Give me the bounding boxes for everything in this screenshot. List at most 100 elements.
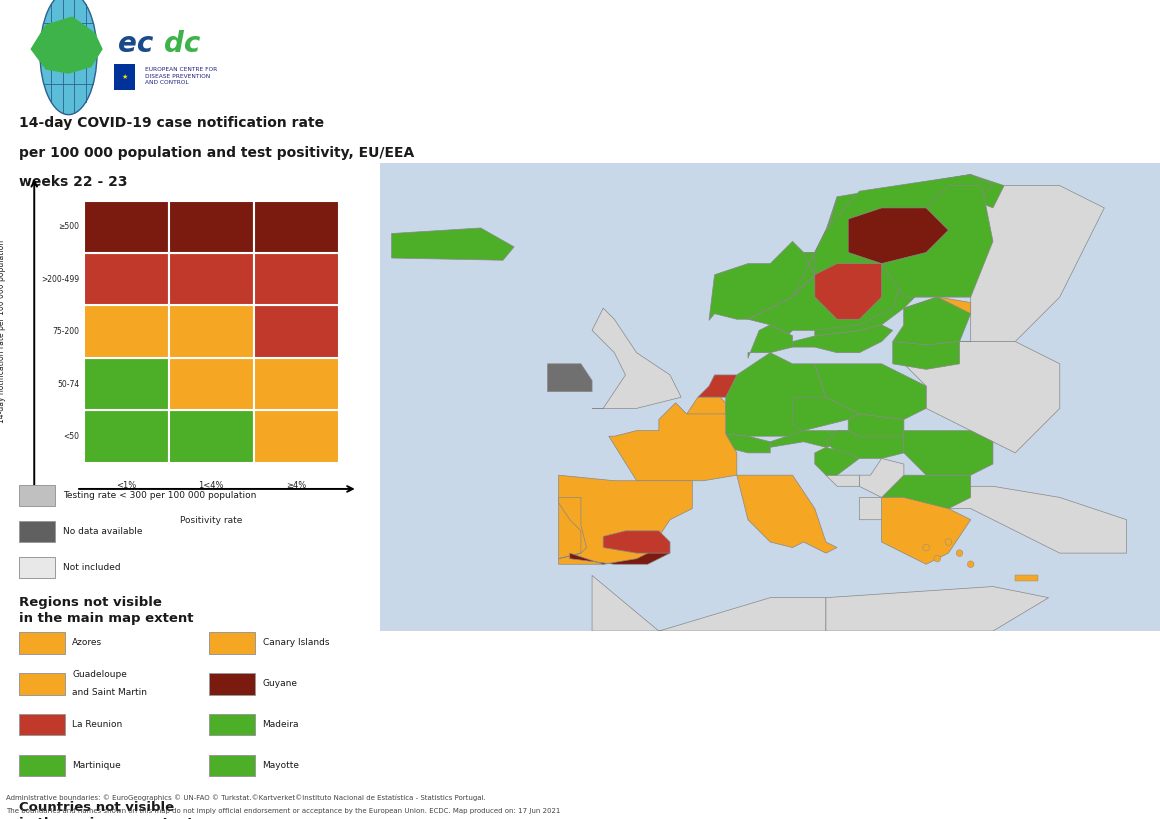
Polygon shape: [893, 342, 959, 369]
Text: weeks 22 - 23: weeks 22 - 23: [19, 175, 128, 189]
Circle shape: [923, 544, 929, 551]
Bar: [19, 755, 65, 776]
Bar: [209, 714, 255, 735]
Text: Countries not visible
in the main map extent: Countries not visible in the main map ex…: [19, 801, 194, 819]
Text: 50-74: 50-74: [57, 380, 79, 388]
Text: 75-200: 75-200: [52, 328, 79, 336]
Text: Mayotte: Mayotte: [262, 762, 299, 770]
Text: Administrative boundaries: © EuroGeographics © UN-FAO © Turkstat.©Kartverket©Ins: Administrative boundaries: © EuroGeograp…: [6, 794, 486, 801]
Polygon shape: [1015, 576, 1037, 581]
Text: <1%: <1%: [116, 481, 137, 490]
Polygon shape: [882, 497, 971, 564]
Polygon shape: [737, 475, 838, 553]
Polygon shape: [949, 486, 1126, 553]
Bar: [254, 410, 339, 463]
Bar: [19, 673, 65, 695]
Polygon shape: [709, 174, 1005, 320]
Text: per 100 000 population and test positivity, EU/EEA: per 100 000 population and test positivi…: [19, 146, 414, 160]
Circle shape: [956, 550, 963, 556]
Bar: [84, 201, 168, 253]
Polygon shape: [792, 397, 860, 431]
Bar: [254, 253, 339, 305]
Polygon shape: [826, 475, 860, 486]
Bar: [254, 305, 339, 358]
Bar: [209, 632, 255, 654]
Text: Guadeloupe: Guadeloupe: [72, 670, 128, 678]
Polygon shape: [904, 297, 971, 325]
Polygon shape: [860, 459, 904, 497]
Bar: [114, 64, 135, 90]
Text: ≥4%: ≥4%: [287, 481, 306, 490]
Polygon shape: [770, 431, 848, 447]
Text: The boundaries and names shown on this map do not imply official endorsement or : The boundaries and names shown on this m…: [6, 808, 560, 814]
Polygon shape: [904, 431, 993, 475]
Circle shape: [934, 555, 941, 562]
Text: and Saint Martin: and Saint Martin: [72, 688, 147, 696]
Text: EUROPEAN CENTRE FOR
DISEASE PREVENTION
AND CONTROL: EUROPEAN CENTRE FOR DISEASE PREVENTION A…: [145, 67, 217, 85]
Text: dc: dc: [164, 30, 200, 58]
Bar: [254, 201, 339, 253]
Polygon shape: [726, 353, 826, 437]
Polygon shape: [860, 497, 904, 520]
Circle shape: [39, 0, 97, 115]
Polygon shape: [848, 208, 949, 264]
Polygon shape: [882, 186, 1104, 342]
Polygon shape: [748, 174, 971, 336]
Polygon shape: [826, 586, 1049, 631]
Polygon shape: [687, 397, 726, 419]
Polygon shape: [30, 16, 103, 74]
Text: 14-day notification rate per 100 000 population: 14-day notification rate per 100 000 pop…: [0, 240, 7, 423]
Text: Azores: Azores: [72, 639, 102, 647]
Polygon shape: [698, 375, 737, 397]
Bar: [84, 358, 168, 410]
Bar: [168, 201, 254, 253]
Polygon shape: [726, 403, 731, 414]
Text: No data available: No data available: [63, 527, 143, 536]
Text: 14-day COVID-19 case notification rate: 14-day COVID-19 case notification rate: [19, 116, 324, 130]
Polygon shape: [592, 576, 826, 631]
Text: <50: <50: [63, 432, 79, 441]
Bar: [168, 410, 254, 463]
Bar: [254, 358, 339, 410]
Text: Positivity rate: Positivity rate: [180, 516, 242, 525]
Polygon shape: [826, 431, 904, 459]
Polygon shape: [609, 403, 737, 481]
Polygon shape: [814, 364, 926, 419]
Text: ≥500: ≥500: [58, 223, 79, 231]
Text: Canary Islands: Canary Islands: [262, 639, 329, 647]
Text: La Reunion: La Reunion: [72, 721, 123, 729]
Polygon shape: [848, 414, 904, 441]
Polygon shape: [893, 297, 971, 345]
Bar: [19, 557, 56, 578]
Text: Not included: Not included: [63, 563, 121, 572]
Text: Testing rate < 300 per 100 000 population: Testing rate < 300 per 100 000 populatio…: [63, 491, 256, 500]
Bar: [168, 358, 254, 410]
Polygon shape: [559, 497, 587, 559]
Text: Guyane: Guyane: [262, 680, 297, 688]
Bar: [84, 410, 168, 463]
Bar: [19, 485, 56, 506]
Bar: [19, 632, 65, 654]
Polygon shape: [904, 342, 1060, 453]
Polygon shape: [559, 475, 693, 564]
Text: Regions not visible
in the main map extent: Regions not visible in the main map exte…: [19, 596, 194, 625]
Polygon shape: [726, 434, 770, 453]
Polygon shape: [882, 186, 993, 297]
Polygon shape: [603, 531, 670, 553]
Polygon shape: [748, 325, 792, 358]
Polygon shape: [748, 174, 993, 342]
Text: 1<4%: 1<4%: [198, 481, 224, 490]
Polygon shape: [814, 447, 860, 475]
Bar: [19, 521, 56, 542]
Bar: [84, 253, 168, 305]
Circle shape: [945, 539, 951, 545]
Text: ★: ★: [122, 74, 128, 80]
Bar: [168, 253, 254, 305]
Polygon shape: [570, 548, 670, 564]
Text: >200-499: >200-499: [41, 275, 79, 283]
Bar: [19, 714, 65, 735]
Polygon shape: [882, 475, 971, 509]
Polygon shape: [814, 264, 882, 319]
Text: Madeira: Madeira: [262, 721, 299, 729]
Circle shape: [967, 561, 974, 568]
